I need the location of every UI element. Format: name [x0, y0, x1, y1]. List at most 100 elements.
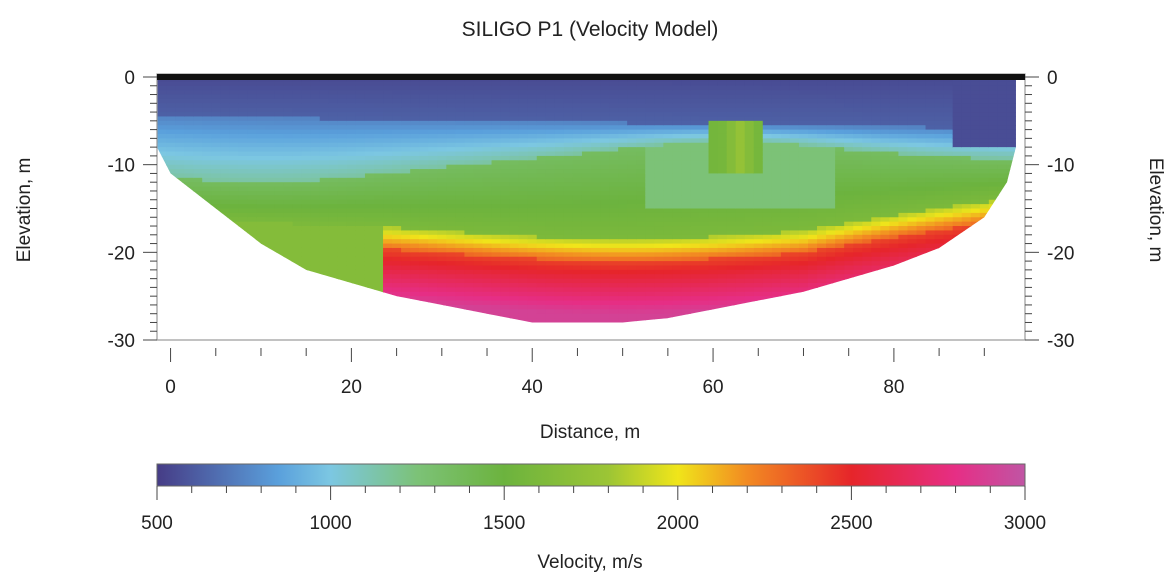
heatmap-cell — [364, 151, 375, 157]
heatmap-cell — [419, 304, 429, 310]
heatmap-cell — [627, 160, 637, 166]
heatmap-cell — [509, 318, 520, 323]
heatmap-cell — [663, 296, 673, 302]
heatmap-cell — [346, 239, 357, 245]
heatmap-cell — [536, 318, 547, 323]
heatmap-cell — [563, 129, 574, 135]
heatmap-cell — [735, 278, 746, 284]
heatmap-cell — [907, 133, 918, 139]
heatmap-cell — [446, 81, 456, 87]
heatmap-cell — [256, 230, 267, 236]
heatmap-cell — [735, 212, 746, 218]
heatmap-cell — [862, 160, 872, 166]
heatmap-cell — [699, 274, 710, 280]
heatmap-cell — [862, 331, 872, 336]
heatmap-cell — [455, 125, 466, 131]
heatmap-cell — [319, 142, 330, 148]
heatmap-cell — [717, 239, 728, 245]
heatmap-cell — [175, 160, 185, 166]
heatmap-cell — [600, 212, 610, 218]
heatmap-cell — [600, 247, 610, 253]
heatmap-cell — [871, 327, 881, 332]
heatmap-cell — [572, 90, 583, 96]
heatmap-cell — [283, 243, 294, 249]
heatmap-cell — [862, 221, 872, 227]
heatmap-cell — [889, 85, 900, 91]
heatmap-cell — [798, 129, 809, 135]
heatmap-cell — [563, 98, 574, 104]
heatmap-cell — [355, 98, 366, 104]
heatmap-cell — [265, 138, 276, 144]
heatmap-cell — [364, 90, 375, 96]
heatmap-cell — [247, 164, 258, 170]
heatmap-cell — [392, 318, 402, 323]
heatmap-cell — [401, 138, 411, 144]
heatmap-cell — [545, 125, 556, 131]
heatmap-cell — [392, 234, 402, 240]
heatmap-cell — [437, 177, 447, 183]
heatmap-cell — [401, 81, 411, 87]
heatmap-cell — [871, 186, 881, 192]
heatmap-cell — [699, 177, 710, 183]
heatmap-cell — [699, 230, 710, 236]
heatmap-cell — [572, 208, 583, 214]
heatmap-cell — [844, 226, 854, 232]
heatmap-cell — [229, 133, 239, 139]
heatmap-cell — [862, 234, 872, 240]
heatmap-cell — [563, 125, 574, 131]
heatmap-cell — [771, 195, 782, 201]
heatmap-cell — [256, 291, 267, 297]
heatmap-cell — [274, 90, 285, 96]
heatmap-cell — [229, 287, 239, 293]
heatmap-cell — [591, 147, 601, 153]
heatmap-cell — [337, 85, 348, 91]
heatmap-cell — [672, 274, 683, 280]
heatmap-cell — [491, 230, 502, 236]
heatmap-cell — [889, 212, 900, 218]
heatmap-cell — [337, 313, 348, 319]
heatmap-cell — [292, 252, 303, 258]
heatmap-cell — [346, 103, 357, 109]
heatmap-cell — [329, 327, 339, 332]
heatmap-cell — [898, 331, 908, 336]
heatmap-cell — [500, 252, 511, 258]
heatmap-cell — [554, 120, 565, 126]
heatmap-cell — [365, 322, 375, 327]
heatmap-cell — [446, 243, 456, 249]
heatmap-cell — [717, 247, 728, 253]
heatmap-cell — [337, 217, 348, 223]
heatmap-cell — [292, 283, 303, 288]
heatmap-cell — [889, 239, 900, 245]
heatmap-cell — [690, 177, 701, 183]
heatmap-cell — [862, 204, 872, 210]
heatmap-cell — [636, 103, 646, 109]
heatmap-cell — [437, 331, 447, 336]
heatmap-cell — [880, 155, 890, 161]
heatmap-cell — [274, 230, 285, 236]
heatmap-cell — [880, 291, 890, 297]
heatmap-cell — [898, 252, 909, 258]
heatmap-cell — [690, 287, 701, 293]
heatmap-cell — [645, 173, 655, 179]
heatmap-cell — [346, 283, 357, 288]
heatmap-cell — [744, 147, 755, 153]
heatmap-cell — [871, 164, 881, 170]
heatmap-cell — [645, 296, 655, 302]
heatmap-cell — [473, 98, 484, 104]
heatmap-cell — [753, 313, 764, 319]
heatmap-cell — [319, 81, 330, 87]
heatmap-cell — [627, 147, 637, 153]
heatmap-cell — [310, 94, 321, 100]
heatmap-cell — [419, 247, 429, 253]
heatmap-cell — [392, 261, 402, 267]
heatmap-cell — [572, 234, 583, 240]
heatmap-cell — [627, 85, 637, 91]
heatmap-cell — [410, 147, 420, 153]
heatmap-cell — [346, 212, 357, 218]
heatmap-cell — [536, 142, 547, 148]
heatmap-cell — [157, 278, 167, 284]
heatmap-cell — [166, 204, 176, 210]
heatmap-cell — [256, 169, 267, 175]
heatmap-cell — [256, 217, 267, 223]
heatmap-cell — [672, 221, 683, 227]
